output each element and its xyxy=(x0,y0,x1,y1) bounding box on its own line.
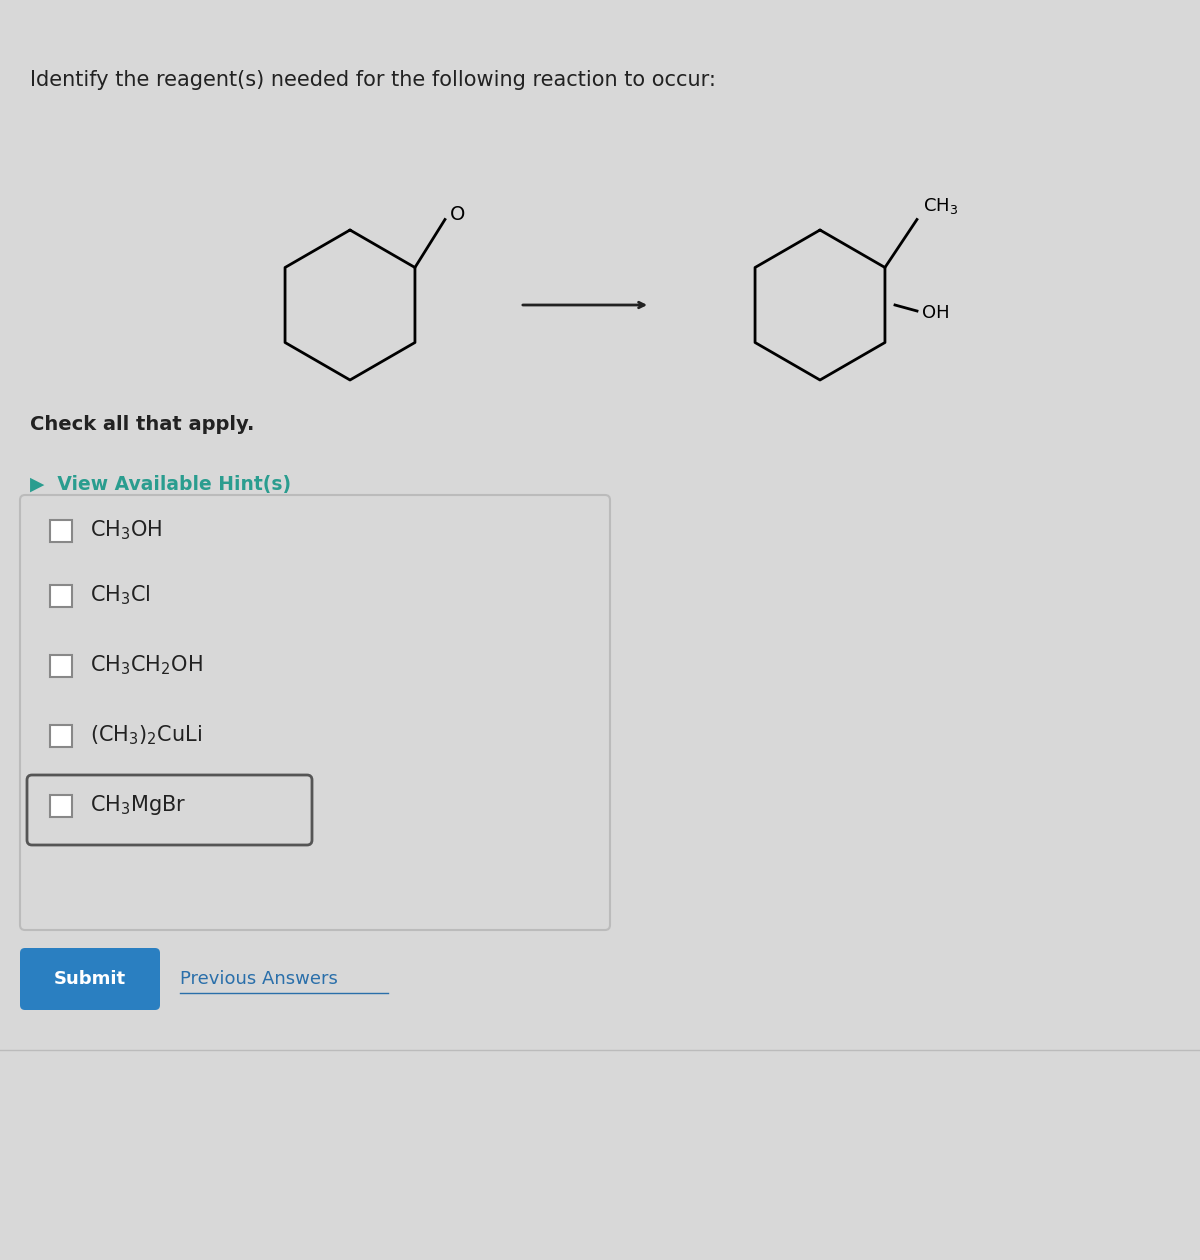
FancyBboxPatch shape xyxy=(28,775,312,845)
Text: CH$_3$Cl: CH$_3$Cl xyxy=(90,583,151,607)
Bar xyxy=(50,655,72,677)
Bar xyxy=(50,724,72,747)
Text: ▶  View Available Hint(s): ▶ View Available Hint(s) xyxy=(30,475,292,494)
FancyBboxPatch shape xyxy=(20,495,610,930)
Text: (CH$_3$)$_2$CuLi: (CH$_3$)$_2$CuLi xyxy=(90,723,202,747)
Bar xyxy=(50,585,72,607)
Text: Check all that apply.: Check all that apply. xyxy=(30,415,254,433)
Bar xyxy=(50,795,72,816)
Text: O: O xyxy=(450,205,466,224)
Text: Submit: Submit xyxy=(54,970,126,988)
Bar xyxy=(50,520,72,542)
Text: Previous Answers: Previous Answers xyxy=(180,970,338,988)
FancyBboxPatch shape xyxy=(20,948,160,1011)
Text: CH$_3$OH: CH$_3$OH xyxy=(90,518,162,542)
Text: Identify the reagent(s) needed for the following reaction to occur:: Identify the reagent(s) needed for the f… xyxy=(30,71,716,89)
Text: CH$_3$CH$_2$OH: CH$_3$CH$_2$OH xyxy=(90,653,203,677)
Text: OH: OH xyxy=(922,304,949,323)
Text: CH$_3$MgBr: CH$_3$MgBr xyxy=(90,793,186,816)
Text: CH$_3$: CH$_3$ xyxy=(923,197,958,217)
